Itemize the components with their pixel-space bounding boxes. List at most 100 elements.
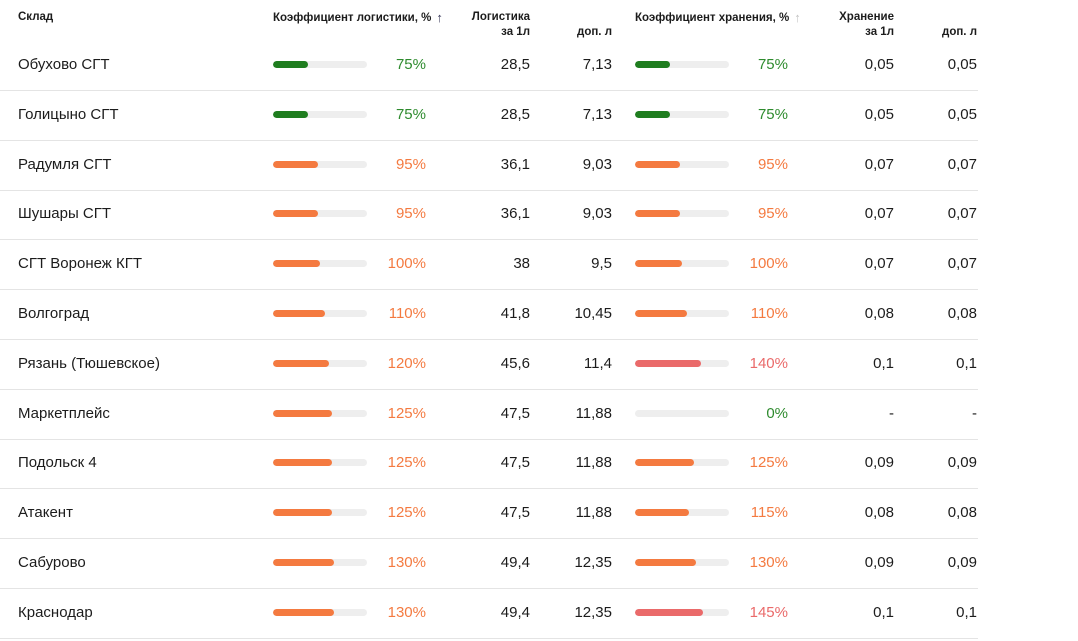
storage-coef-bar	[635, 559, 729, 566]
storage-per-l-value: 0,08	[864, 504, 894, 522]
storage-coef-value: 0%	[766, 404, 788, 422]
storage-extra-value: 0,08	[947, 504, 977, 522]
header-storage-per-l-line2: за 1л	[865, 26, 894, 38]
logistics-per-l-value: 28,5	[500, 56, 530, 73]
table-row[interactable]: Рязань (Тюшевское) 120% 45,6 11,4 140% 0,1 0,1	[0, 339, 978, 390]
table-row[interactable]: Атакент 125% 47,5 11,88 115% 0,08 0,08	[0, 488, 978, 540]
storage-per-l-value: 0,09	[864, 454, 894, 472]
sort-arrow-up-icon[interactable]: ↑	[436, 10, 443, 25]
storage-per-l-value: 0,05	[864, 105, 894, 123]
storage-coef-bar	[635, 359, 729, 367]
logistics-coef-bar	[273, 459, 367, 467]
storage-coef-value: 75%	[757, 105, 788, 123]
storage-coef-bar	[635, 509, 729, 517]
warehouse-name: Волгоград	[18, 305, 90, 322]
logistics-extra-value: 11,88	[575, 454, 612, 472]
warehouse-name: Краснодар	[18, 603, 93, 621]
logistics-coef-bar	[273, 359, 367, 367]
storage-extra-value: 0,05	[947, 56, 977, 73]
logistics-per-l-value: 47,5	[500, 454, 530, 472]
table-row[interactable]: Шушары СГТ 95% 36,1 9,03 95% 0,07 0,07	[0, 189, 978, 241]
logistics-coef-value: 125%	[387, 404, 426, 422]
sort-arrow-up-icon[interactable]: ↑	[794, 10, 801, 25]
storage-coef-bar-fill	[635, 210, 680, 218]
storage-extra-value: 0,1	[956, 603, 977, 621]
logistics-coef-bar-fill	[273, 559, 335, 566]
storage-coef-bar-fill	[635, 160, 680, 168]
warehouse-name: СГТ Воронеж КГТ	[18, 255, 142, 273]
storage-coef-bar	[635, 608, 729, 616]
warehouse-name: Радумля СГТ	[18, 155, 112, 173]
table-row[interactable]: Радумля СГТ 95% 36,1 9,03 95% 0,07 0,07	[0, 140, 978, 191]
table-row[interactable]: Сабурово 130% 49,4 12,35 130% 0,09 0,09	[0, 538, 978, 589]
header-storage-extra[interactable]: доп. л	[942, 26, 977, 38]
storage-coef-bar-fill	[635, 310, 687, 317]
logistics-coef-bar-fill	[273, 110, 309, 118]
header-warehouse[interactable]: Склад	[18, 11, 54, 23]
table-row[interactable]: Подольск 4 125% 47,5 11,88 125% 0,09 0,09	[0, 438, 978, 490]
logistics-extra-value: 7,13	[582, 105, 612, 123]
table-row[interactable]: Краснодар 130% 49,4 12,35 145% 0,1 0,1	[0, 588, 978, 639]
table-row[interactable]: СГТ Воронеж КГТ 100% 38 9,5 100% 0,07 0,07	[0, 239, 978, 291]
logistics-coef-value: 130%	[387, 603, 426, 621]
logistics-coef-bar	[273, 310, 367, 317]
storage-coef-bar-fill	[635, 260, 682, 268]
logistics-coef-value: 130%	[387, 554, 426, 571]
warehouse-name: Сабурово	[18, 554, 86, 571]
storage-coef-bar	[635, 210, 729, 218]
logistics-coef-bar	[273, 409, 367, 417]
logistics-coef-bar-fill	[273, 61, 309, 68]
table-row[interactable]: Обухово СГТ 75% 28,5 7,13 75% 0,05 0,05	[0, 40, 978, 91]
warehouse-name: Подольск 4	[18, 454, 97, 472]
table-row[interactable]: Маркетплейс 125% 47,5 11,88 0% - -	[0, 389, 978, 440]
table-row[interactable]: Волгоград 110% 41,8 10,45 110% 0,08 0,08	[0, 289, 978, 340]
logistics-coef-bar	[273, 260, 367, 268]
logistics-extra-value: 9,03	[582, 205, 612, 223]
logistics-per-l-value: 36,1	[500, 155, 530, 173]
storage-coef-value: 75%	[757, 56, 788, 73]
warehouse-name: Голицыно СГТ	[18, 105, 119, 123]
storage-coef-bar-fill	[635, 608, 704, 616]
logistics-coef-value: 125%	[387, 454, 426, 472]
storage-per-l-value: 0,07	[864, 155, 894, 173]
storage-coef-bar-fill	[635, 61, 671, 68]
storage-extra-value: 0,07	[947, 255, 977, 273]
storage-coef-bar-fill	[635, 459, 694, 467]
logistics-coef-bar	[273, 210, 367, 218]
logistics-coef-bar	[273, 509, 367, 517]
storage-coef-bar	[635, 110, 729, 118]
logistics-coef-bar	[273, 61, 367, 68]
header-logistics-coef[interactable]: Коэффициент логистики, % ↑	[273, 10, 443, 26]
header-logistics-per-l-line1: Логистика	[471, 11, 530, 23]
storage-coef-value: 95%	[757, 205, 788, 223]
storage-per-l-value: 0,1	[873, 603, 894, 621]
storage-extra-value: 0,07	[947, 155, 977, 173]
warehouse-name: Шушары СГТ	[18, 205, 112, 223]
logistics-coef-value: 75%	[395, 56, 426, 73]
header-storage-coef[interactable]: Коэффициент хранения, % ↑	[635, 10, 801, 26]
logistics-per-l-value: 41,8	[500, 305, 530, 322]
storage-coef-value: 100%	[749, 255, 788, 273]
storage-coef-value: 110%	[750, 305, 788, 322]
storage-per-l-value: -	[889, 404, 894, 422]
storage-coef-value: 125%	[749, 454, 788, 472]
storage-coef-value: 115%	[750, 504, 788, 522]
logistics-extra-value: 11,88	[575, 504, 612, 522]
header-logistics-extra[interactable]: доп. л	[577, 26, 612, 38]
logistics-coef-value: 120%	[387, 354, 426, 372]
header-storage-per-l-line1: Хранение	[839, 11, 894, 23]
storage-coef-bar	[635, 160, 729, 168]
logistics-extra-value: 7,13	[582, 56, 612, 73]
logistics-per-l-value: 47,5	[500, 404, 530, 422]
logistics-extra-value: 12,35	[574, 603, 612, 621]
header-logistics-coef-label: Коэффициент логистики, %	[273, 12, 432, 24]
table-row[interactable]: Голицыно СГТ 75% 28,5 7,13 75% 0,05 0,05	[0, 90, 978, 141]
header-logistics-per-l[interactable]: Логистика за 1л	[460, 10, 530, 40]
storage-coef-value: 140%	[749, 354, 788, 372]
logistics-per-l-value: 28,5	[500, 105, 530, 123]
header-storage-per-l[interactable]: Хранение за 1л	[820, 10, 894, 40]
logistics-coef-bar-fill	[273, 359, 330, 367]
storage-per-l-value: 0,1	[873, 354, 894, 372]
storage-coef-value: 145%	[749, 603, 788, 621]
warehouse-name: Обухово СГТ	[18, 56, 110, 73]
